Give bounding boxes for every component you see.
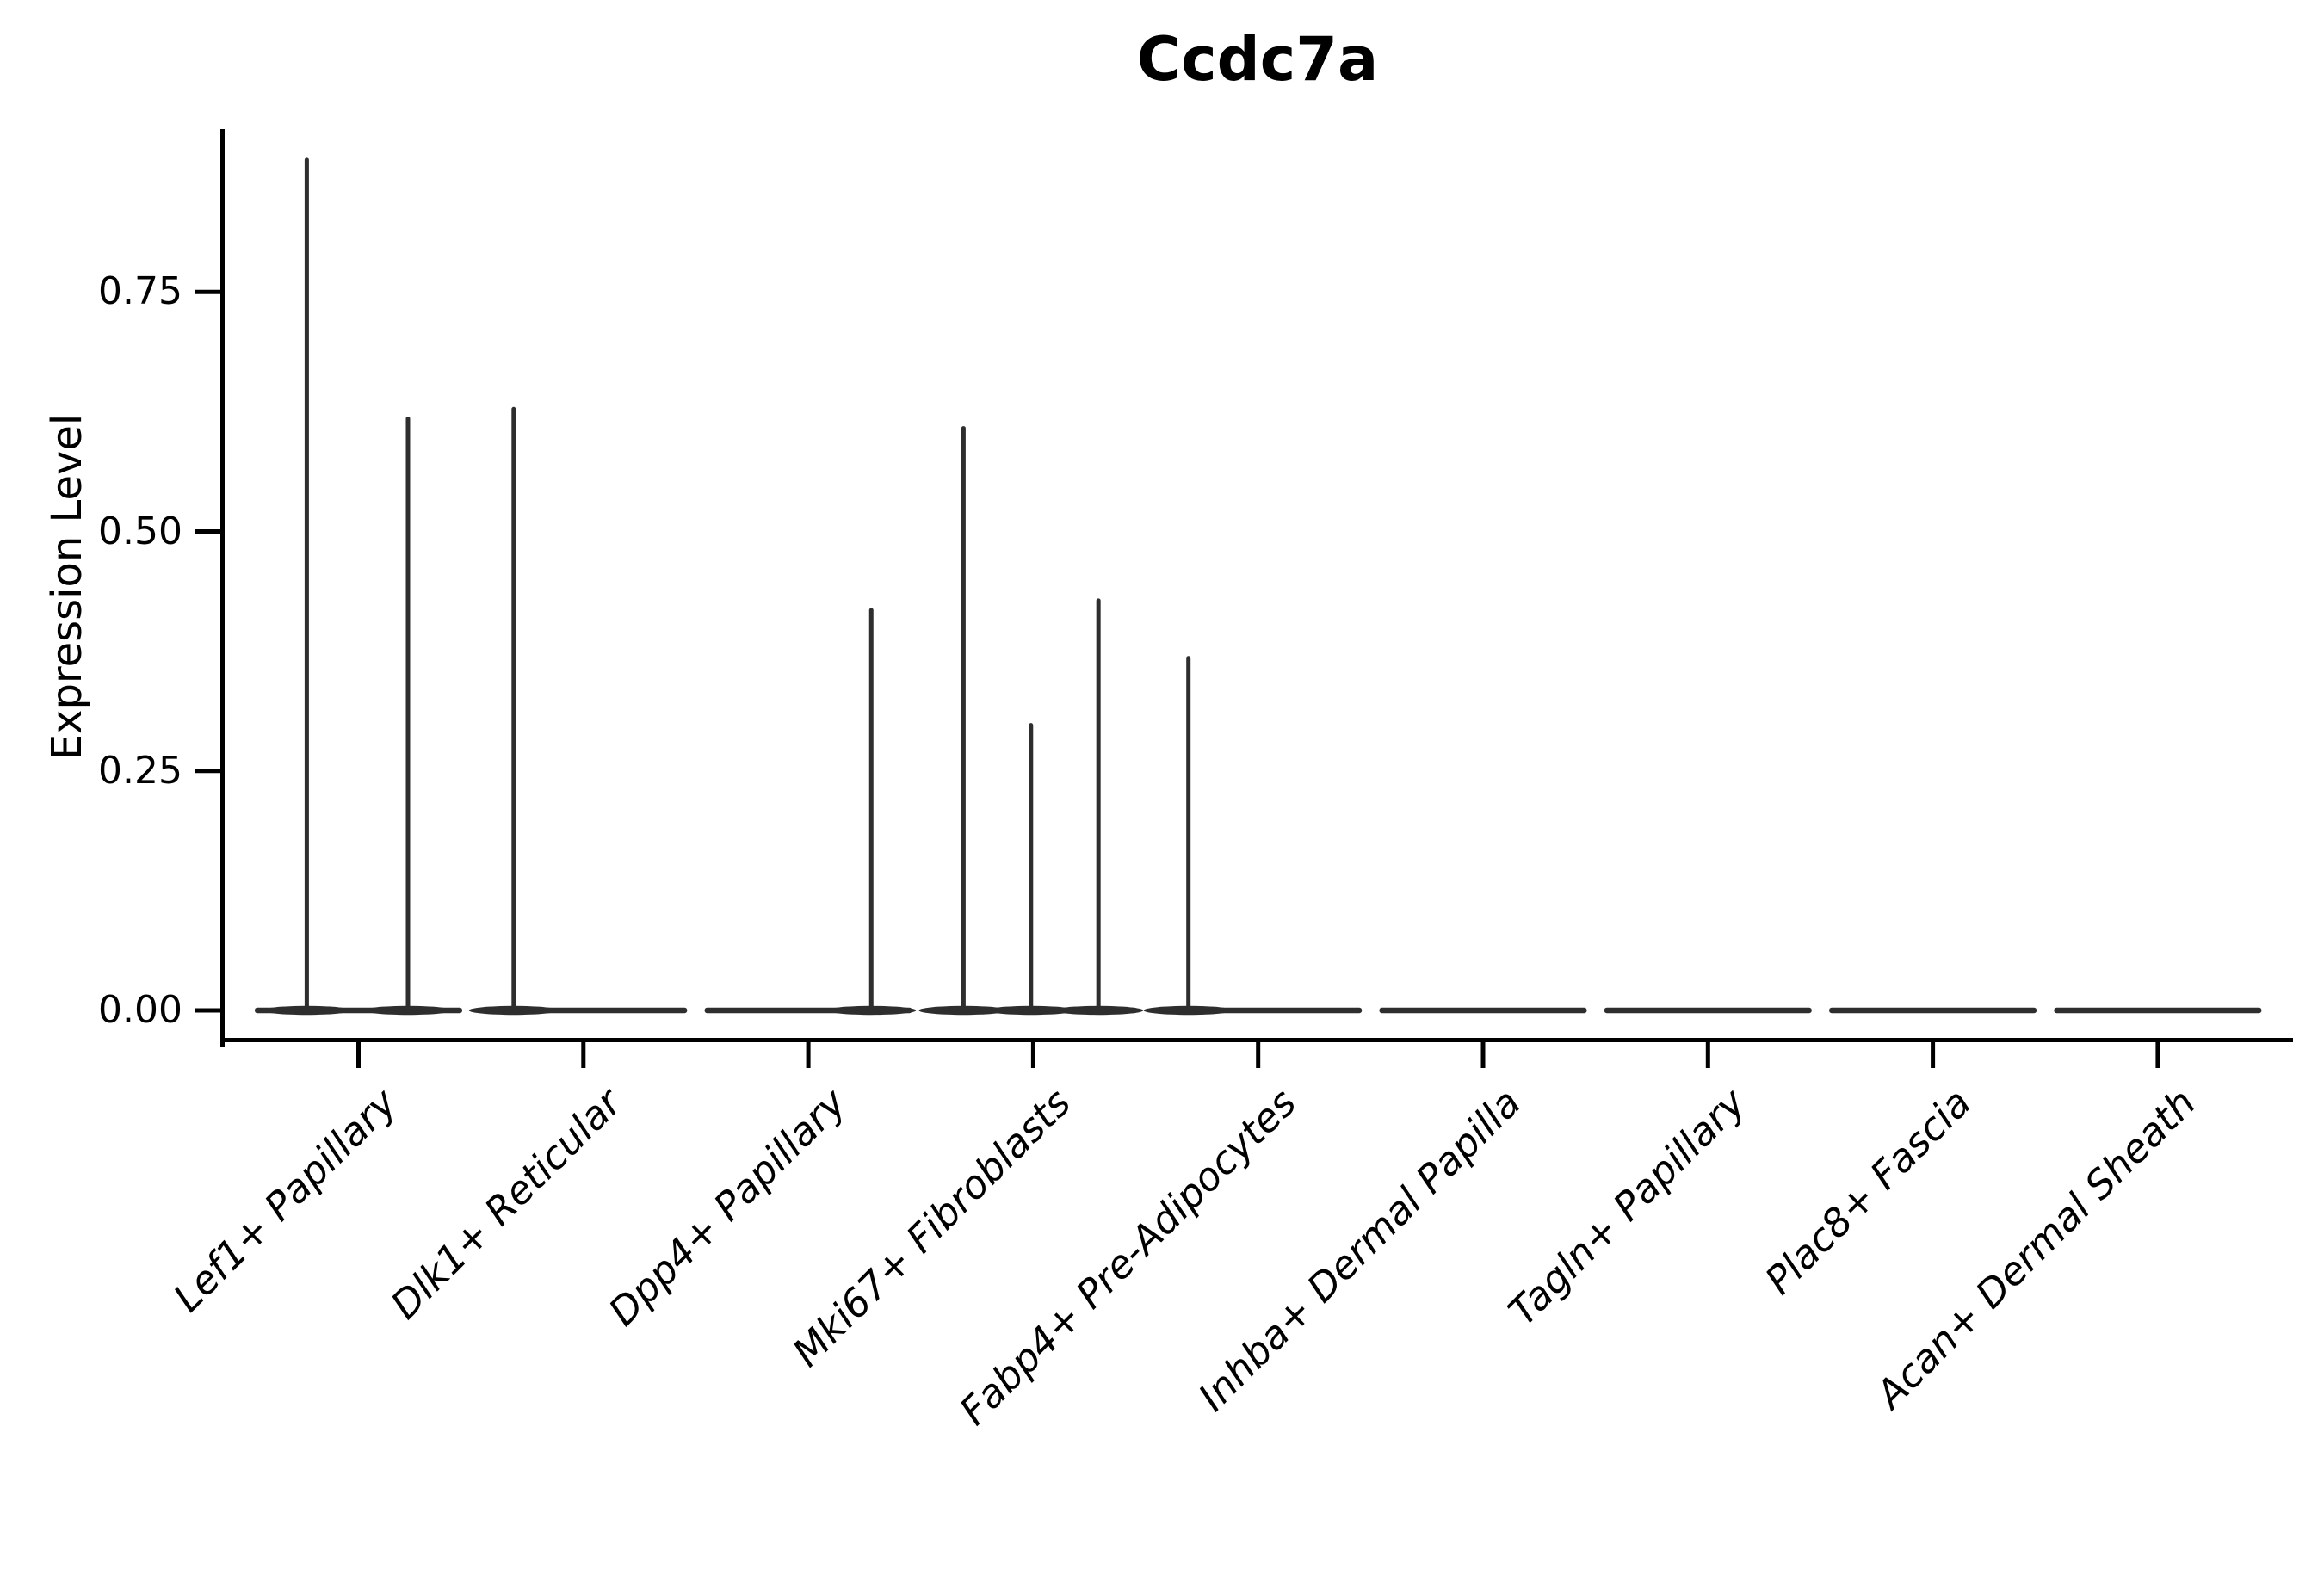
- violin-spike: [961, 426, 966, 1010]
- violin-baseline: [1604, 1007, 1812, 1014]
- violin-baseline: [2054, 1007, 2262, 1014]
- x-tick: [1256, 1042, 1261, 1068]
- x-tick: [806, 1042, 811, 1068]
- y-tick-label: 0.75: [98, 269, 182, 314]
- violin-plot-figure: Ccdc7a Expression Level 0.00 0.25 0.50 0.75…: [43, 24, 2293, 1435]
- x-tick: [581, 1042, 586, 1068]
- violin-spike: [1096, 598, 1101, 1010]
- y-axis-spine: [220, 129, 225, 1047]
- y-tick: [195, 529, 220, 534]
- violin-baseline: [1829, 1007, 2037, 1014]
- y-tick: [195, 289, 220, 294]
- violin-spike: [868, 608, 874, 1010]
- violin-baseline: [1379, 1007, 1587, 1014]
- chart-title: Ccdc7a: [1136, 24, 1379, 95]
- y-tick-label: 0.25: [98, 748, 182, 793]
- x-tick: [1030, 1042, 1035, 1068]
- violin-spike-swell: [362, 1005, 453, 1016]
- violin-spike: [1186, 656, 1191, 1010]
- violin-spike: [304, 157, 309, 1010]
- x-axis-spine: [220, 1038, 2293, 1042]
- x-tick: [1705, 1042, 1710, 1068]
- x-tick: [1480, 1042, 1486, 1068]
- violin-spike-swell: [826, 1005, 917, 1016]
- violin-spike: [1029, 723, 1034, 1010]
- x-tick: [1931, 1042, 1936, 1068]
- violin-spike: [405, 416, 411, 1010]
- y-tick-label: 0.00: [98, 988, 182, 1032]
- x-tick: [2155, 1042, 2160, 1068]
- y-tick: [195, 769, 220, 774]
- plot-area: [195, 129, 2293, 1068]
- y-tick: [195, 1008, 220, 1013]
- violin-spike: [511, 406, 516, 1010]
- y-tick-label: 0.50: [98, 509, 182, 553]
- x-tick: [356, 1042, 361, 1068]
